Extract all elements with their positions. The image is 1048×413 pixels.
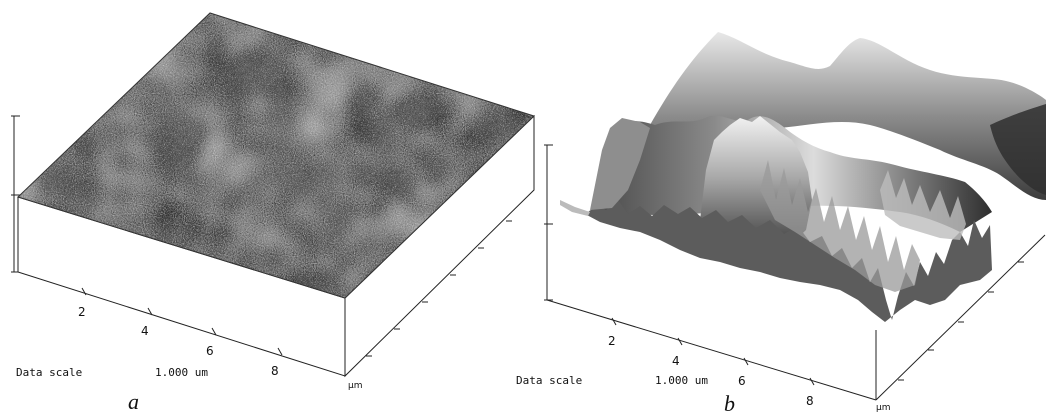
x-tick-b-4: 8 [806,394,814,408]
x-axis-a: 2 4 6 8 [78,287,283,378]
x-tick-b-2: 4 [672,354,680,368]
x-tick-b-1: 2 [608,334,616,348]
panel-a: 2 4 6 8 µm Data scale 1.000 um a [11,12,535,413]
x-tick-a-2: 4 [141,324,149,338]
data-scale-label-a: Data scale [16,366,82,379]
panel-b: 2 4 6 8 µm Data scale 1.000 um b [516,32,1046,413]
surface-b [560,32,1046,322]
x-tick-a-1: 2 [78,305,86,319]
data-scale-value-a: 1.000 um [155,366,208,379]
z-axis-b [544,144,553,301]
caption-a: a [128,389,139,413]
data-scale-value-b: 1.000 um [655,374,708,387]
axis-unit-b: µm [876,403,891,413]
y-axis-a [366,220,512,357]
x-tick-a-4: 8 [271,364,279,378]
x-tick-b-3: 6 [738,374,746,388]
axis-unit-a: µm [348,381,363,391]
box-outline-b [546,234,1046,401]
x-tick-a-3: 6 [206,344,214,358]
data-scale-label-b: Data scale [516,374,582,387]
x-axis-b: 2 4 6 8 [608,317,815,408]
y-axis-b [898,261,1024,381]
caption-b: b [724,391,735,413]
